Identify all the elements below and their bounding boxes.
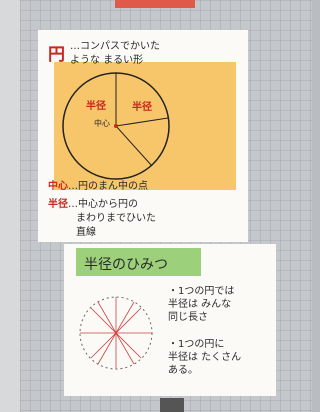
line: ・1つの円では: [168, 285, 234, 298]
line: 半径は みんな: [168, 298, 234, 311]
line: ・1つの円に: [168, 338, 241, 351]
line: ある。: [168, 364, 241, 377]
definition: …コンパスでかいた ような まるい形: [70, 40, 160, 68]
circle-label: 半径: [132, 98, 152, 113]
note: ・1つの円では 半径は みんな 同じ長さ: [168, 285, 234, 324]
line: まわりまでひいた: [48, 212, 156, 226]
poster-title: 半径のひみつ: [84, 254, 168, 274]
note: ・1つの円に 半径は たくさん ある。: [168, 338, 241, 377]
line: 直線: [48, 226, 156, 240]
photo: 円 …コンパスでかいた ような まるい形 半径 半径 中心 中心…円のまん中の点…: [0, 0, 312, 412]
definition-row: 中心…円のまん中の点: [48, 180, 148, 194]
line: 半径は たくさん: [168, 351, 241, 364]
line: ような まるい形: [70, 54, 160, 68]
circle-label: 半径: [86, 97, 106, 112]
term: 円: [48, 40, 65, 65]
line: …コンパスでかいた: [70, 40, 160, 54]
circle-label: 中心: [94, 118, 110, 129]
definition-row: 半径…中心から円の まわりまでひいた 直線: [48, 198, 156, 240]
line: 同じ長さ: [168, 311, 234, 324]
